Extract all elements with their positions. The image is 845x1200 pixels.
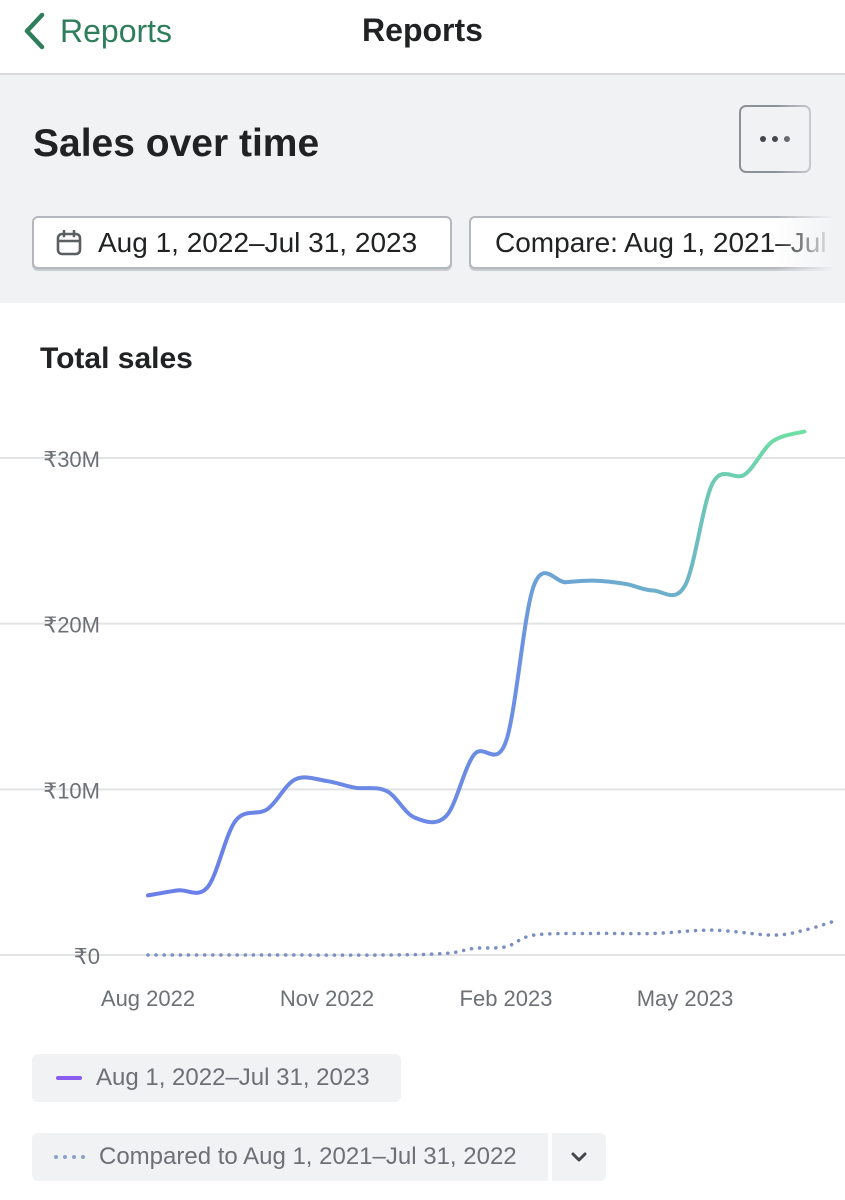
date-range-label: Aug 1, 2022–Jul 31, 2023 xyxy=(98,226,418,258)
back-label: Reports xyxy=(60,12,173,49)
nav-bar: Reports Reports xyxy=(0,0,845,75)
legend-primary[interactable]: Aug 1, 2022–Jul 31, 2023 xyxy=(32,1054,401,1102)
x-tick-label: Feb 2023 xyxy=(460,986,553,1011)
page-title: Sales over time xyxy=(33,122,320,165)
x-tick-label: May 2023 xyxy=(637,986,734,1011)
y-tick-label: ₹0 xyxy=(74,944,100,969)
scroll-fade xyxy=(775,75,845,303)
legend-solid-swatch xyxy=(56,1076,82,1080)
legend-expand-button[interactable] xyxy=(552,1133,606,1181)
chart-title: Total sales xyxy=(40,342,193,375)
back-button[interactable]: Reports xyxy=(22,8,172,54)
chevron-down-icon xyxy=(571,1152,587,1162)
primary-series-line xyxy=(146,429,807,898)
comparison-series-line xyxy=(146,920,834,957)
date-range-picker[interactable]: Aug 1, 2022–Jul 31, 2023 xyxy=(32,216,452,269)
y-tick-label: ₹30M xyxy=(43,447,100,472)
chevron-left-icon xyxy=(24,12,45,50)
calendar-icon xyxy=(56,229,82,255)
legend-comparison-label: Compared to Aug 1, 2021–Jul 31, 2022 xyxy=(99,1143,517,1170)
x-tick-label: Nov 2022 xyxy=(280,986,374,1011)
report-header: Sales over time Aug 1, 2022–Jul 31, 2023… xyxy=(0,75,845,303)
nav-title: Reports xyxy=(362,12,483,48)
y-tick-label: ₹20M xyxy=(43,613,100,638)
legend-dotted-swatch xyxy=(54,1155,85,1159)
y-tick-label: ₹10M xyxy=(43,778,100,803)
x-tick-label: Aug 2022 xyxy=(101,986,195,1011)
sales-line-chart: ₹0 ₹10M ₹20M ₹30M Aug 2022 Nov 2022 Feb 2023 M… xyxy=(0,429,845,1011)
legend-primary-label: Aug 1, 2022–Jul 31, 2023 xyxy=(96,1064,370,1091)
legend-comparison[interactable]: Compared to Aug 1, 2021–Jul 31, 2022 xyxy=(32,1133,548,1181)
